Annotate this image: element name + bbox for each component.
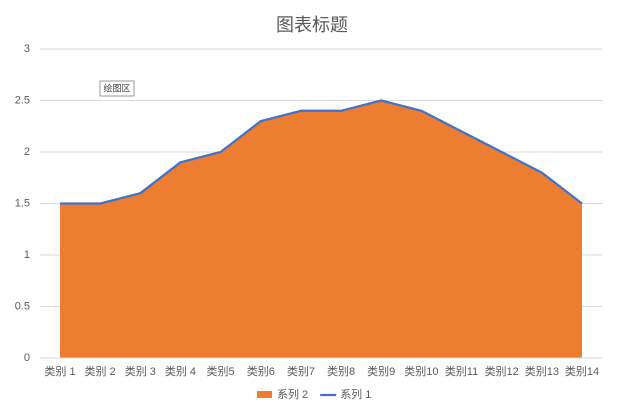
chart-title: 图表标题 (276, 15, 348, 35)
x-tick-label: 类别9 (367, 364, 395, 378)
y-tick-label: 1 (24, 249, 30, 261)
x-tick-label: 类别 4 (165, 364, 196, 378)
x-tick-label: 类别11 (445, 364, 478, 378)
x-tick-label: 类别 1 (44, 364, 75, 378)
x-tick-label: 类别 3 (125, 364, 156, 378)
legend-label: 系列 2 (277, 387, 308, 401)
x-tick-label: 类别6 (247, 364, 275, 378)
legend-label: 系列 1 (340, 387, 371, 401)
y-tick-label: 0.5 (15, 300, 30, 312)
x-tick-label: 类别8 (327, 364, 355, 378)
x-tick-label: 类别12 (485, 364, 519, 378)
x-tick-label: 类别10 (404, 364, 438, 378)
x-tick-label: 类别 2 (85, 364, 116, 378)
y-tick-label: 2.5 (15, 94, 30, 106)
y-tick-label: 3 (24, 43, 30, 55)
x-tick-label: 类别14 (565, 364, 599, 378)
line (60, 99, 583, 205)
legend-swatch (257, 391, 272, 398)
x-tick-label: 类别5 (207, 364, 235, 378)
annotation: 绘图区 (103, 82, 130, 93)
y-tick-label: 0 (24, 352, 30, 364)
x-tick-label: 类别7 (287, 364, 315, 378)
y-tick-label: 1.5 (15, 197, 30, 209)
area (60, 100, 582, 358)
annotation-box (99, 80, 135, 97)
y-tick-label: 2 (24, 146, 30, 158)
x-tick-label: 类别13 (525, 364, 559, 378)
